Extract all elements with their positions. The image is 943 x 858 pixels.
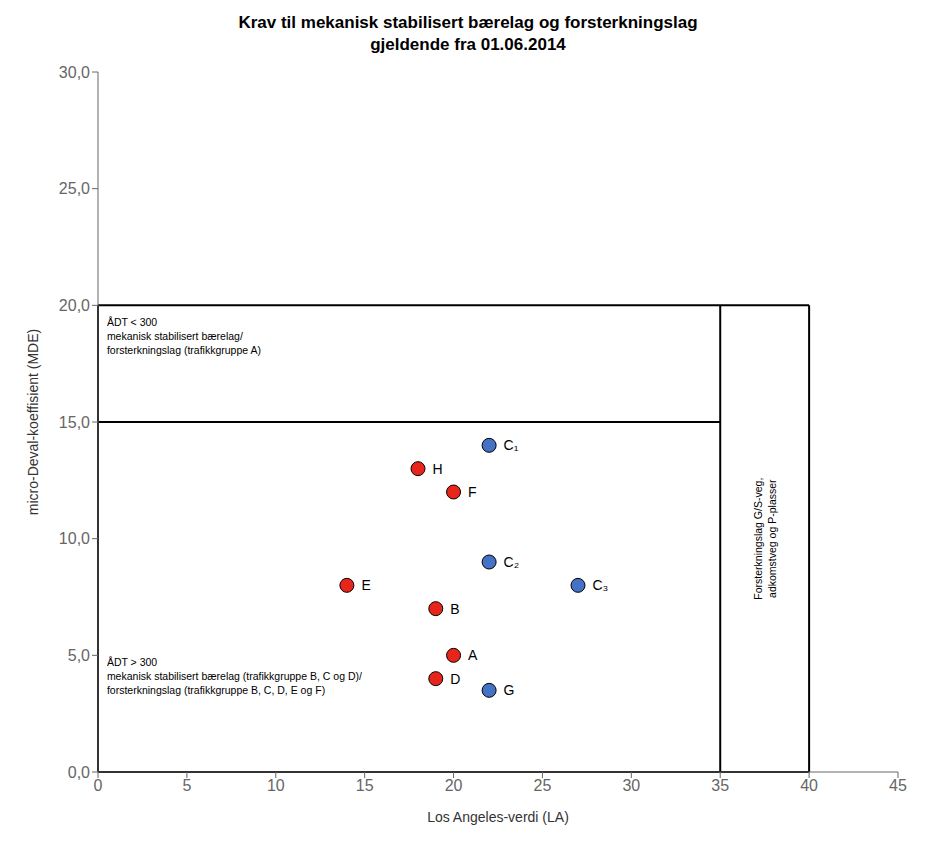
svg-text:Forsterkningslag G/S-veg,adkom: Forsterkningslag G/S-veg,adkomstveg og P… (752, 478, 778, 600)
svg-text:5,0: 5,0 (68, 647, 90, 664)
html-text:Krav til mekanisk stabilisert: Krav til mekanisk stabilisert bærelag og… (238, 13, 698, 54)
svg-text:F: F (468, 484, 477, 500)
svg-text:10,0: 10,0 (59, 530, 90, 547)
svg-text:30: 30 (622, 777, 640, 794)
svg-text:0: 0 (94, 777, 103, 794)
svg-text:10: 10 (267, 777, 285, 794)
svg-text:20,0: 20,0 (59, 297, 90, 314)
svg-text:5: 5 (182, 777, 191, 794)
svg-text:C₁: C₁ (504, 437, 519, 453)
svg-text:30,0: 30,0 (59, 64, 90, 81)
svg-text:B: B (450, 601, 459, 617)
svg-text:C₃: C₃ (593, 577, 609, 593)
svg-text:15: 15 (356, 777, 374, 794)
svg-text:25: 25 (534, 777, 552, 794)
svg-text:A: A (468, 647, 478, 663)
svg-text:micro-Deval-koeffisient (MDE): micro-Deval-koeffisient (MDE) (25, 329, 41, 515)
svg-text:G: G (504, 682, 515, 698)
svg-text:ÅDT < 300mekanisk stabilisert: ÅDT < 300mekanisk stabilisert bærelag/fo… (107, 316, 261, 356)
svg-text:45: 45 (889, 777, 907, 794)
svg-text:Los Angeles-verdi (LA): Los Angeles-verdi (LA) (427, 809, 569, 825)
svg-text:35: 35 (711, 777, 729, 794)
svg-text:C₂: C₂ (504, 554, 520, 570)
svg-text:ÅDT > 300mekanisk stabilisert: ÅDT > 300mekanisk stabilisert bærelag (t… (107, 656, 362, 696)
svg-text:H: H (433, 461, 443, 477)
svg-text:20: 20 (445, 777, 463, 794)
svg-text:25,0: 25,0 (59, 180, 90, 197)
svg-text:0,0: 0,0 (68, 764, 90, 781)
svg-text:15,0: 15,0 (59, 414, 90, 431)
svg-text:D: D (450, 671, 460, 687)
svg-text:40: 40 (800, 777, 818, 794)
svg-text:E: E (361, 577, 370, 593)
